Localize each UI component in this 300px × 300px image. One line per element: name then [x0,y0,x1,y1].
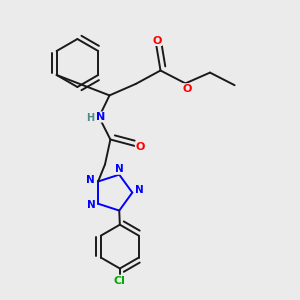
Text: N: N [86,175,95,185]
Text: N: N [96,112,105,122]
Text: O: O [135,142,145,152]
Text: N: N [134,184,143,195]
Text: O: O [182,84,192,94]
Text: N: N [115,164,124,174]
Text: Cl: Cl [114,275,126,286]
Text: H: H [86,113,95,123]
Text: N: N [87,200,96,210]
Text: O: O [152,35,162,46]
